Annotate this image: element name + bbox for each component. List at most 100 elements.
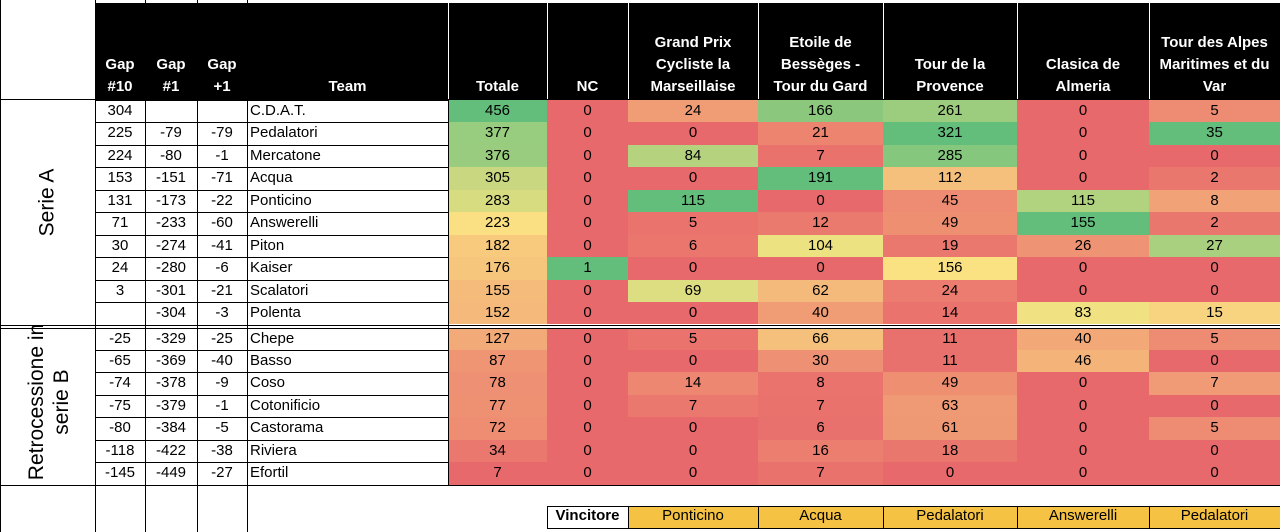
gap10-cell[interactable]: 131 [95,189,145,213]
nc-cell[interactable]: 0 [547,234,628,258]
race-score-cell[interactable]: 0 [628,257,758,280]
nc-cell[interactable]: 0 [547,349,628,373]
gap1-cell[interactable]: -80 [145,144,197,168]
race-score-cell[interactable]: 7 [628,394,758,418]
race-score-cell[interactable]: 0 [628,167,758,190]
race-score-cell[interactable]: 0 [1017,462,1149,485]
gap-prev-cell[interactable]: -9 [197,372,247,395]
team-cell[interactable]: Efortil [247,462,448,485]
gap10-cell[interactable] [95,302,145,325]
race-score-cell[interactable]: 45 [883,189,1017,213]
nc-cell[interactable]: 0 [547,100,628,123]
totale-cell[interactable]: 283 [448,189,547,213]
totale-cell[interactable]: 377 [448,122,547,145]
gap1-cell[interactable]: -151 [145,167,197,190]
race-score-cell[interactable]: 21 [758,122,883,145]
gap1-cell[interactable]: -173 [145,189,197,213]
team-cell[interactable]: Basso [247,349,448,373]
totale-cell[interactable]: 182 [448,234,547,258]
race-score-cell[interactable]: 0 [1149,279,1280,303]
race-score-cell[interactable]: 24 [628,100,758,123]
team-cell[interactable]: Cotonificio [247,394,448,418]
race-score-cell[interactable]: 49 [883,372,1017,395]
race-score-cell[interactable]: 69 [628,279,758,303]
race-score-cell[interactable]: 8 [758,372,883,395]
nc-cell[interactable]: 0 [547,462,628,485]
nc-cell[interactable]: 0 [547,144,628,168]
race-score-cell[interactable]: 0 [628,439,758,463]
gap-prev-cell[interactable]: -38 [197,439,247,463]
race-score-cell[interactable]: 112 [883,167,1017,190]
gap10-cell[interactable]: -118 [95,439,145,463]
team-cell[interactable]: Answerelli [247,212,448,235]
gap-prev-cell[interactable]: -3 [197,302,247,325]
team-cell[interactable]: Polenta [247,302,448,325]
gap1-cell[interactable]: -378 [145,372,197,395]
race-score-cell[interactable]: 0 [1017,144,1149,168]
gap-prev-cell[interactable]: -71 [197,167,247,190]
race-score-cell[interactable]: 0 [1149,257,1280,280]
race-score-cell[interactable]: 0 [628,417,758,440]
gap10-cell[interactable]: -25 [95,327,145,350]
team-cell[interactable]: Acqua [247,167,448,190]
team-cell[interactable]: Mercatone [247,144,448,168]
totale-cell[interactable]: 78 [448,372,547,395]
nc-cell[interactable]: 0 [547,327,628,350]
gap1-cell[interactable]: -422 [145,439,197,463]
race-score-cell[interactable]: 0 [628,349,758,373]
totale-cell[interactable]: 127 [448,327,547,350]
gap-prev-cell[interactable]: -40 [197,349,247,373]
race-score-cell[interactable]: 62 [758,279,883,303]
race-score-cell[interactable]: 66 [758,327,883,350]
race-score-cell[interactable]: 5 [1149,327,1280,350]
gap10-cell[interactable]: 304 [95,100,145,123]
race-score-cell[interactable]: 18 [883,439,1017,463]
race-score-cell[interactable]: 5 [628,212,758,235]
race-score-cell[interactable]: 115 [628,189,758,213]
gap10-cell[interactable]: -65 [95,349,145,373]
totale-cell[interactable]: 87 [448,349,547,373]
race-score-cell[interactable]: 84 [628,144,758,168]
totale-cell[interactable]: 34 [448,439,547,463]
race-score-cell[interactable]: 321 [883,122,1017,145]
gap-prev-cell[interactable]: -1 [197,144,247,168]
race-score-cell[interactable]: 8 [1149,189,1280,213]
nc-cell[interactable]: 0 [547,417,628,440]
gap10-cell[interactable]: -74 [95,372,145,395]
nc-cell[interactable]: 0 [547,122,628,145]
totale-cell[interactable]: 456 [448,100,547,123]
gap10-cell[interactable]: 225 [95,122,145,145]
race-score-cell[interactable]: 0 [1017,394,1149,418]
race-score-cell[interactable]: 7 [758,394,883,418]
race-score-cell[interactable]: 0 [628,462,758,485]
race-score-cell[interactable]: 0 [1017,372,1149,395]
race-score-cell[interactable]: 155 [1017,212,1149,235]
race-score-cell[interactable]: 0 [1149,349,1280,373]
race-score-cell[interactable]: 115 [1017,189,1149,213]
race-score-cell[interactable]: 261 [883,100,1017,123]
race-score-cell[interactable]: 11 [883,349,1017,373]
gap1-cell[interactable]: -304 [145,302,197,325]
race-score-cell[interactable]: 14 [883,302,1017,325]
race-score-cell[interactable]: 285 [883,144,1017,168]
nc-cell[interactable]: 0 [547,394,628,418]
gap1-cell[interactable]: -379 [145,394,197,418]
team-cell[interactable]: Riviera [247,439,448,463]
race-score-cell[interactable]: 0 [1017,279,1149,303]
race-score-cell[interactable]: 11 [883,327,1017,350]
nc-cell[interactable]: 0 [547,167,628,190]
nc-cell[interactable]: 0 [547,212,628,235]
nc-cell[interactable]: 0 [547,189,628,213]
winner-cell[interactable]: Pedalatori [883,506,1017,528]
race-score-cell[interactable]: 5 [628,327,758,350]
gap1-cell[interactable]: -79 [145,122,197,145]
gap-prev-cell[interactable]: -6 [197,257,247,280]
race-score-cell[interactable]: 35 [1149,122,1280,145]
totale-cell[interactable]: 376 [448,144,547,168]
race-score-cell[interactable]: 7 [758,462,883,485]
winner-cell[interactable]: Ponticino [628,506,758,528]
race-score-cell[interactable]: 0 [1017,417,1149,440]
race-score-cell[interactable]: 46 [1017,349,1149,373]
gap1-cell[interactable]: -449 [145,462,197,485]
gap10-cell[interactable]: 153 [95,167,145,190]
